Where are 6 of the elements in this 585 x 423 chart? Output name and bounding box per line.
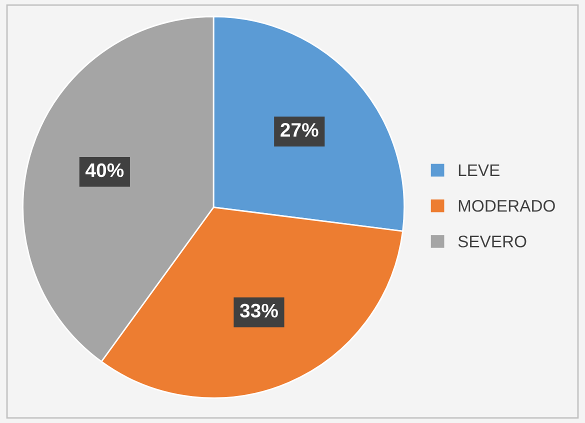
data-label: 27%	[280, 123, 318, 137]
legend-label: LEVE	[458, 164, 500, 176]
legend-label: MODERADO	[458, 200, 555, 212]
data-label: 40%	[86, 163, 124, 178]
legend-label: SEVERO	[458, 236, 526, 248]
data-label: 33%	[240, 304, 278, 318]
